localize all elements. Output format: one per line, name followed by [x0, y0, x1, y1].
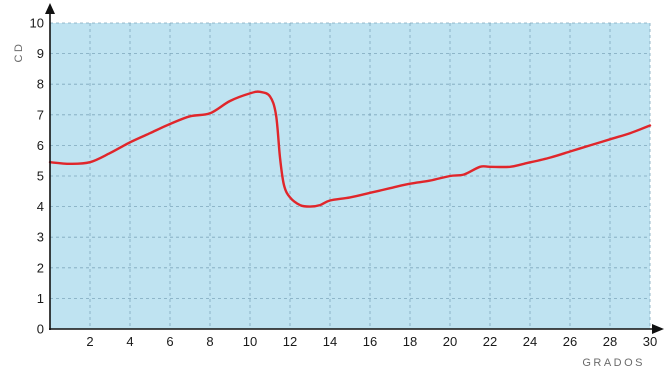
y-tick-label: 10 [30, 16, 44, 31]
x-tick-label: 12 [283, 334, 297, 349]
y-tick-label: 2 [37, 260, 44, 275]
x-tick-label: 14 [323, 334, 337, 349]
y-tick-label: 0 [37, 322, 44, 337]
y-axis-title: CD [13, 42, 25, 63]
x-tick-label: 18 [403, 334, 417, 349]
y-tick-label: 4 [37, 199, 44, 214]
x-tick-label: 16 [363, 334, 377, 349]
x-tick-label: 30 [643, 334, 657, 349]
y-axis-ticks: 0 1 2 3 4 5 6 7 8 9 10 [30, 16, 44, 337]
y-tick-label: 3 [37, 230, 44, 245]
y-tick-label: 9 [37, 46, 44, 61]
x-axis-title: GRADOS [582, 357, 645, 369]
x-tick-label: 2 [86, 334, 93, 349]
x-tick-label: 4 [126, 334, 133, 349]
x-axis-arrow-icon [652, 324, 664, 334]
y-tick-label: 1 [37, 291, 44, 306]
y-tick-label: 5 [37, 169, 44, 184]
x-tick-label: 26 [563, 334, 577, 349]
x-tick-label: 10 [243, 334, 257, 349]
x-tick-label: 8 [206, 334, 213, 349]
y-tick-label: 7 [37, 107, 44, 122]
y-axis-arrow-icon [45, 3, 55, 14]
x-tick-label: 24 [523, 334, 537, 349]
x-tick-label: 6 [166, 334, 173, 349]
y-tick-label: 6 [37, 138, 44, 153]
x-tick-label: 28 [603, 334, 617, 349]
x-tick-label: 22 [483, 334, 497, 349]
x-axis-ticks: 2 4 6 8 10 12 14 16 18 20 22 24 26 28 30 [86, 334, 657, 349]
x-tick-label: 20 [443, 334, 457, 349]
series-line-cd [48, 90, 652, 208]
y-tick-label: 8 [37, 77, 44, 92]
